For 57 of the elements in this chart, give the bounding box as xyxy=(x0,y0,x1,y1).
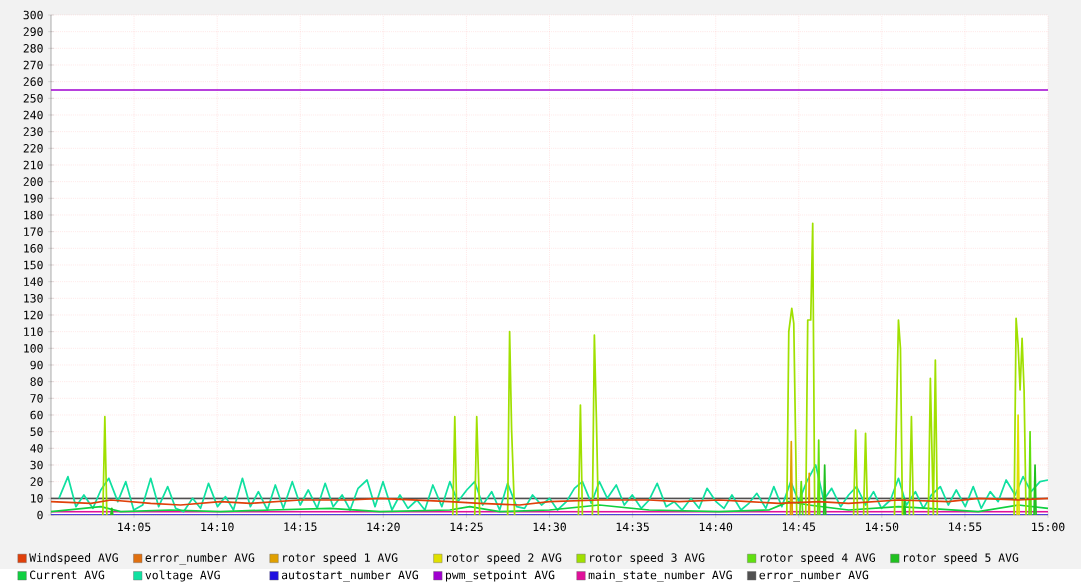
x-tick-label: 14:40 xyxy=(699,522,733,531)
legend-label: rotor speed 3 AVG xyxy=(590,552,705,564)
y-tick-label: 60 xyxy=(30,410,43,420)
legend-label: main_state_number AVG xyxy=(588,570,732,582)
y-tick-label: 10 xyxy=(31,493,43,503)
y-tick-label: 50 xyxy=(30,427,43,436)
y-tick-label: 20 xyxy=(30,477,43,486)
y-tick-label: 140 xyxy=(24,277,43,286)
line-series xyxy=(51,497,1049,506)
x-tick-label: 14:25 xyxy=(450,522,483,531)
legend-label: autostart_number AVG xyxy=(281,570,418,582)
y-tick-label: 280 xyxy=(23,43,43,53)
legend-label: rotor speed 2 AVG xyxy=(446,552,562,564)
y-tick-label: 80 xyxy=(30,377,43,386)
y-tick-label: 130 xyxy=(24,293,43,303)
x-tick-label: 14:50 xyxy=(865,522,899,531)
y-tick-label: 210 xyxy=(23,160,43,170)
x-tick-label: 14:30 xyxy=(533,522,566,531)
y-tick-label: 40 xyxy=(30,443,43,453)
legend-label: error_number AVG xyxy=(759,570,869,582)
legend-label: voltage AVG xyxy=(145,570,220,582)
legend-label: rotor speed 5 AVG xyxy=(903,552,1019,564)
legend-label: pwm_setpoint AVG xyxy=(446,570,555,582)
x-tick-label: 14:05 xyxy=(118,522,151,531)
x-tick-label: 14:20 xyxy=(367,522,400,531)
y-tick-label: 290 xyxy=(23,27,43,36)
y-tick-label: 250 xyxy=(23,93,43,103)
y-tick-label: 70 xyxy=(30,393,43,403)
legend-label: rotor speed 4 AVG xyxy=(760,552,875,564)
y-tick-label: 110 xyxy=(24,327,43,336)
y-tick-label: 220 xyxy=(23,143,43,153)
y-tick-label: 160 xyxy=(24,243,43,253)
y-tick-label: 200 xyxy=(23,177,43,186)
y-tick-label: 190 xyxy=(24,193,43,203)
y-tick-label: 170 xyxy=(24,227,43,236)
y-tick-label: 100 xyxy=(24,343,43,353)
legend-label: Windspeed AVG xyxy=(29,552,118,564)
y-tick-label: 260 xyxy=(23,77,43,86)
y-tick-label: 270 xyxy=(23,60,43,70)
x-tick-label: 14:55 xyxy=(949,522,982,531)
x-tick-label: 14:10 xyxy=(201,522,234,531)
y-tick-label: 300 xyxy=(23,10,43,20)
legend-label: Current AVG xyxy=(29,570,105,579)
y-tick-label: 0 xyxy=(37,510,43,520)
x-tick-label: 14:15 xyxy=(284,522,317,531)
x-tick-label: 15:00 xyxy=(1032,522,1065,531)
y-tick-label: 30 xyxy=(30,460,43,470)
y-tick-label: 240 xyxy=(23,110,43,120)
y-tick-label: 180 xyxy=(24,210,43,220)
y-tick-label: 90 xyxy=(30,360,43,370)
legend-label: rotor speed 1 AVG xyxy=(283,552,398,564)
y-tick-label: 120 xyxy=(24,310,43,320)
legend-label: error_number AVG xyxy=(145,552,255,565)
y-tick-label: 230 xyxy=(23,127,43,136)
x-tick-label: 14:35 xyxy=(616,522,649,531)
y-tick-label: 150 xyxy=(24,260,43,270)
x-tick-label: 14:45 xyxy=(782,522,816,531)
